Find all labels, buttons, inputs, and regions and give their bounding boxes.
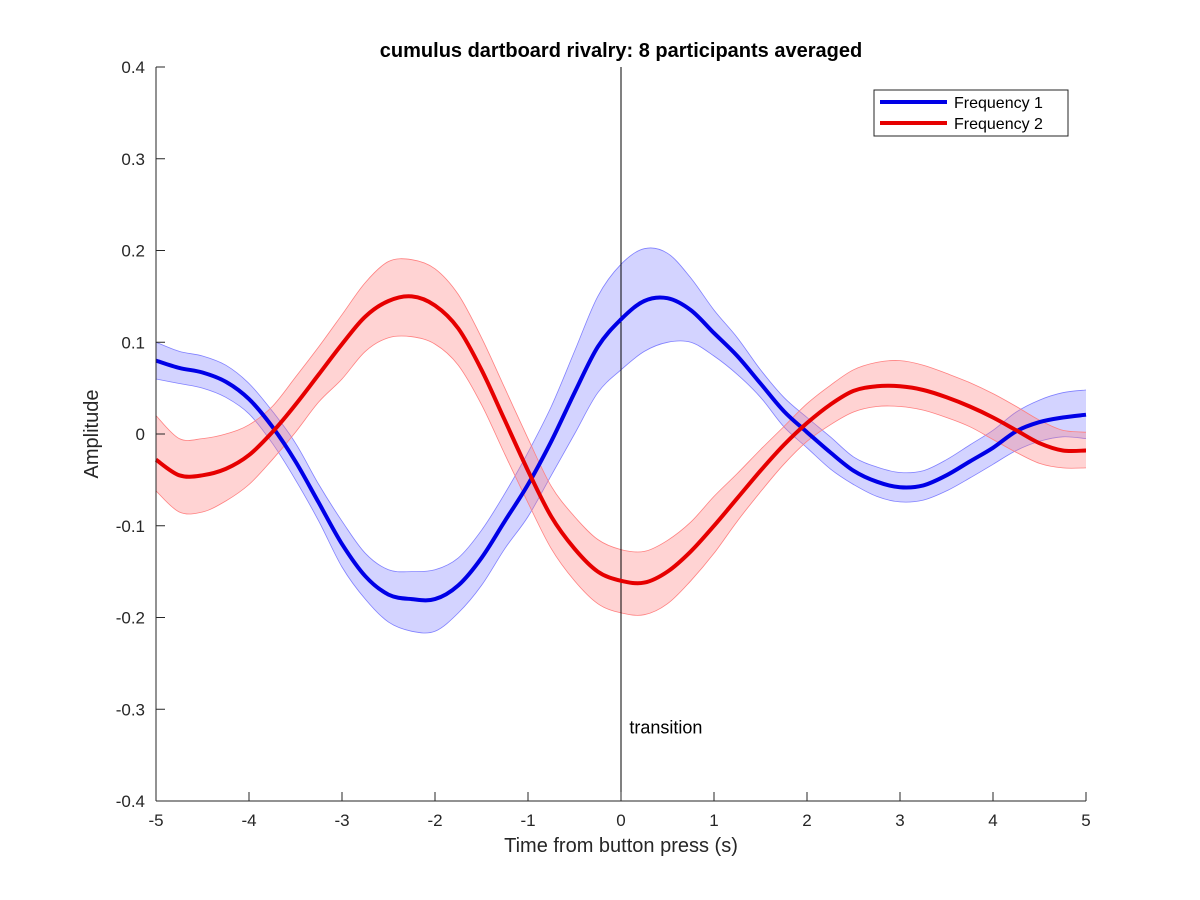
x-tick-label: 4	[988, 811, 997, 830]
y-axis-label: Amplitude	[81, 390, 103, 479]
chart-title: cumulus dartboard rivalry: 8 participant…	[380, 40, 862, 62]
y-tick-label: 0.2	[121, 242, 145, 261]
series-lines	[154, 294, 1087, 603]
y-ticks: -0.4 -0.3 -0.2 -0.1 0 0.1 0.2 0.3 0.4	[116, 58, 165, 811]
x-tick-label: 5	[1081, 811, 1090, 830]
x-tick-label: 1	[709, 811, 718, 830]
x-tick-label: -4	[241, 811, 256, 830]
x-tick-label: 2	[802, 811, 811, 830]
y-tick-label: 0.3	[121, 150, 145, 169]
y-tick-label: 0	[136, 425, 145, 444]
legend-box	[873, 89, 1069, 137]
x-tick-label: -2	[427, 811, 442, 830]
x-tick-label: -5	[148, 811, 163, 830]
y-tick-label: -0.3	[116, 700, 145, 719]
transition-annotation: transition	[629, 718, 702, 738]
y-tick-label: -0.2	[116, 609, 145, 628]
x-tick-label: -3	[334, 811, 349, 830]
series-line-frequency-2	[154, 294, 1087, 586]
x-tick-label: 0	[616, 811, 625, 830]
x-ticks: -5 -4 -3 -2 -1 0 1 2 3 4 5	[148, 792, 1091, 830]
x-axis-label: Time from button press (s)	[504, 835, 738, 857]
legend: Frequency 1 Frequency 2	[873, 89, 1069, 137]
y-tick-label: 0.4	[121, 58, 145, 77]
x-tick-label: 3	[895, 811, 904, 830]
series-line-frequency-1	[155, 295, 1087, 603]
y-tick-label: -0.1	[116, 517, 145, 536]
y-tick-label: -0.4	[116, 792, 145, 811]
x-tick-label: -1	[520, 811, 535, 830]
legend-label-frequency-2: Frequency 2	[954, 116, 1043, 133]
y-tick-label: 0.1	[121, 333, 145, 352]
legend-label-frequency-1: Frequency 1	[954, 95, 1043, 112]
